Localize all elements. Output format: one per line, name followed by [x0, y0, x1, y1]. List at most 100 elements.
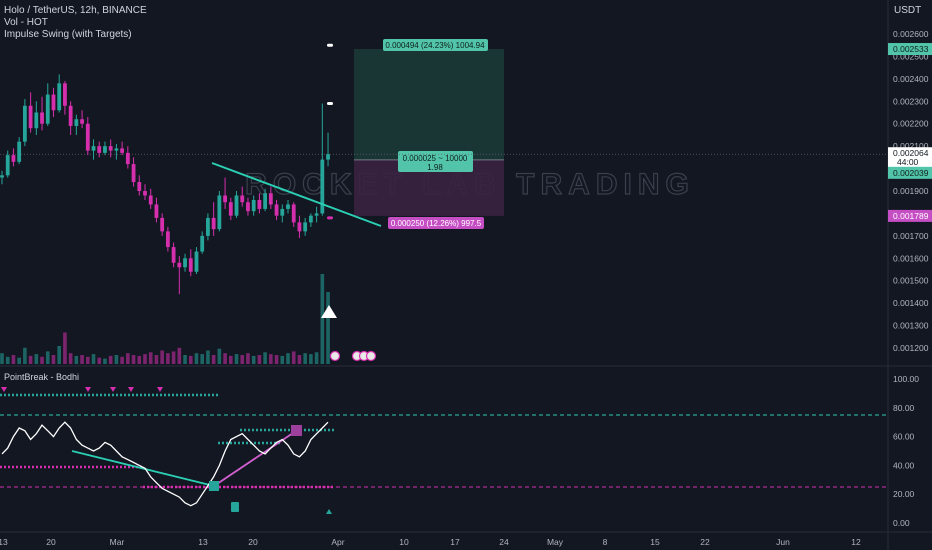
event-icon[interactable]: [331, 352, 340, 361]
osc-marker-green: [209, 481, 219, 491]
time-tick-label: 8: [603, 537, 608, 547]
time-tick-label: 20: [248, 537, 258, 547]
price-tick-label: 0.001400: [893, 298, 929, 308]
volume-bar: [109, 356, 113, 364]
candle-body: [155, 204, 159, 217]
volume-bar: [126, 353, 130, 364]
volume-bar: [315, 352, 319, 364]
volume-bar: [252, 356, 256, 364]
volume-bar: [63, 333, 67, 365]
candle-body: [132, 164, 136, 182]
volume-bar: [309, 354, 313, 364]
candle-body: [149, 195, 153, 204]
volume-bar: [155, 355, 159, 364]
stop-label-text: 0.000250 (12.26%) 997.5: [391, 219, 482, 228]
volume-bar: [115, 355, 119, 364]
center-label-line1: 0.000025 ~ 10000: [403, 154, 468, 163]
target-marker: [327, 44, 333, 47]
volume-bar: [6, 357, 10, 364]
volume-bar: [212, 355, 216, 364]
candle-body: [286, 204, 290, 208]
stop-marker: [327, 216, 333, 219]
price-tick-label: 0.001500: [893, 276, 929, 286]
volume-bar: [12, 355, 16, 364]
osc-tick-label: 100.00: [893, 374, 919, 384]
price-tick-label: 0.002600: [893, 29, 929, 39]
osc-tick-label: 60.00: [893, 432, 915, 442]
candle-body: [217, 195, 221, 229]
target-label-text: 0.000494 (24.23%) 1004.94: [385, 41, 485, 50]
time-tick-label: 22: [700, 537, 710, 547]
candle-body: [280, 209, 284, 216]
volume-bar: [326, 292, 330, 364]
price-tick-label: 0.002400: [893, 74, 929, 84]
volume-bar: [229, 356, 233, 364]
volume-bar: [258, 355, 262, 364]
volume-bar: [75, 356, 79, 364]
time-tick-label: 15: [650, 537, 660, 547]
oscillator-title[interactable]: PointBreak - Bodhi: [4, 372, 79, 382]
candle-body: [177, 263, 181, 267]
time-tick-label: 24: [499, 537, 509, 547]
candle-body: [160, 218, 164, 231]
candle-body: [86, 124, 90, 151]
volume-bar: [235, 354, 239, 364]
volume-bar: [69, 353, 73, 364]
volume-bar: [195, 353, 199, 364]
time-tick-label: 13: [198, 537, 208, 547]
candle-body: [303, 222, 307, 231]
volume-bar: [46, 351, 50, 364]
candle-body: [29, 106, 33, 128]
candle-body: [12, 155, 16, 162]
candle-body: [309, 216, 313, 223]
indicator-legend[interactable]: Impulse Swing (with Targets): [4, 29, 132, 40]
volume-legend[interactable]: Vol - HOT: [4, 17, 48, 28]
candle-body: [69, 106, 73, 126]
candle-body: [46, 95, 50, 124]
candle-body: [40, 113, 44, 124]
candle-body: [103, 146, 107, 153]
time-tick-label: May: [547, 537, 564, 547]
candle-body: [6, 155, 10, 175]
price-tick-label: 0.001700: [893, 231, 929, 241]
volume-bar: [166, 353, 170, 364]
volume-bar: [280, 356, 284, 364]
osc-signal-icon: [231, 502, 239, 512]
candle-body: [246, 202, 250, 211]
candle-body: [137, 182, 141, 191]
target-marker: [327, 102, 333, 105]
volume-bar: [86, 357, 90, 364]
time-tick-label: Apr: [331, 537, 344, 547]
volume-bar: [200, 354, 204, 364]
volume-bar: [103, 359, 107, 364]
volume-bar: [120, 357, 124, 364]
volume-bar: [246, 353, 250, 364]
candle-body: [63, 83, 67, 105]
candle-body: [315, 213, 319, 215]
candle-body: [97, 146, 101, 153]
candle-body: [183, 258, 187, 267]
time-tick-label: Jun: [776, 537, 790, 547]
candle-body: [298, 222, 302, 231]
osc-tick-label: 80.00: [893, 403, 915, 413]
candle-body: [34, 113, 38, 129]
candle-body: [189, 258, 193, 271]
volume-bar: [132, 355, 136, 364]
candle-body: [57, 83, 61, 110]
volume-bar: [149, 352, 153, 364]
candle-body: [229, 202, 233, 215]
osc-tick-label: 0.00: [893, 518, 910, 528]
currency-label: USDT: [894, 5, 921, 16]
time-tick-label: 13: [0, 537, 8, 547]
event-icon[interactable]: [367, 352, 376, 361]
symbol-title[interactable]: Holo / TetherUS, 12h, BINANCE: [4, 5, 147, 16]
volume-bar: [80, 355, 84, 364]
volume-bar: [178, 348, 182, 364]
volume-bar: [286, 353, 290, 364]
candle-body: [115, 148, 119, 150]
candle-body: [195, 252, 199, 272]
volume-bar: [189, 356, 193, 364]
candle-body: [263, 193, 267, 209]
volume-bar: [17, 358, 21, 364]
target-zone[interactable]: [354, 49, 504, 160]
